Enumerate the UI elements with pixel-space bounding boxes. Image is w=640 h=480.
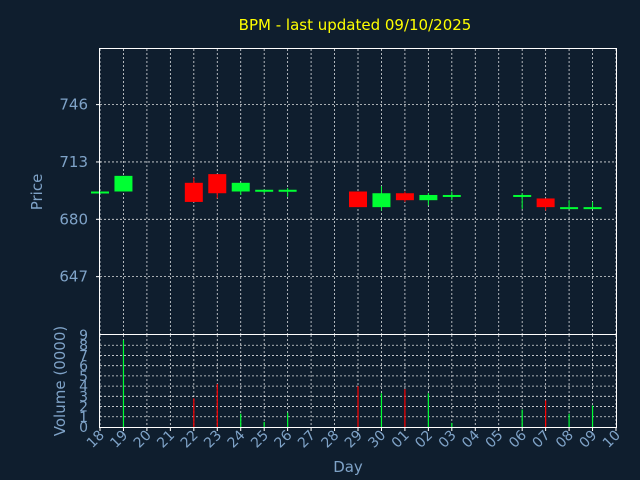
x-tick-label: 03: [436, 428, 460, 452]
x-tick-label: 01: [389, 428, 413, 452]
x-tick-label: 07: [530, 428, 554, 452]
candle-body: [419, 194, 438, 201]
price-tick-label: 746: [59, 96, 88, 114]
candle-body: [114, 175, 133, 192]
x-tick-label: 29: [342, 428, 366, 452]
volume-tick-label: 5: [79, 369, 88, 385]
candle-body: [560, 207, 579, 210]
candle-body: [372, 193, 391, 208]
price-axis-title: Price: [28, 174, 46, 211]
candle-body: [583, 207, 602, 210]
candle-body: [442, 194, 461, 197]
price-panel: 647 680 713 746 Price: [28, 48, 617, 335]
candle-body: [184, 182, 203, 202]
candle-body: [278, 189, 297, 192]
candle-body: [208, 174, 227, 194]
volume-tick-label: 9: [79, 328, 88, 344]
volume-tick-label: 6: [79, 359, 88, 375]
x-tick-label: 22: [178, 428, 202, 452]
x-tick-label: 24: [225, 427, 249, 451]
x-tick-label: 04: [459, 427, 483, 451]
volume-tick-label: 8: [79, 338, 88, 354]
x-tick-label: 02: [412, 428, 436, 452]
x-tick-label: 06: [506, 427, 530, 451]
candle-body: [231, 182, 250, 192]
chart-title: BPM - last updated 09/10/2025: [239, 16, 472, 34]
x-tick-label: 27: [295, 428, 319, 452]
candle-body: [513, 194, 532, 197]
x-tick-label: 21: [154, 428, 178, 452]
x-tick-label: 05: [483, 428, 507, 452]
volume-tick-label: 1: [79, 410, 88, 426]
volume-axis-title: Volume (0000): [51, 326, 69, 436]
price-tick-label: 680: [59, 210, 88, 228]
candle-body: [536, 198, 555, 208]
x-tick-label: 23: [201, 428, 225, 452]
volume-tick-label: 3: [79, 389, 88, 405]
candle-body: [349, 191, 367, 208]
x-tick-label: 20: [131, 428, 155, 452]
x-tick-label: 25: [248, 428, 272, 452]
x-tick-label: 19: [107, 428, 131, 452]
x-tick-label: 10: [600, 428, 624, 452]
volume-tick-label: 2: [79, 400, 88, 416]
volume-tick-label: 0: [79, 420, 88, 436]
candle-body: [395, 193, 414, 201]
x-tick-label: 28: [318, 428, 342, 452]
x-tick-label: 30: [365, 428, 389, 452]
volume-tick-label: 7: [79, 348, 88, 364]
x-tick-label: 08: [553, 428, 577, 452]
x-tick-label: 26: [272, 427, 296, 451]
price-tick-label: 713: [59, 153, 88, 171]
volume-tick-label: 4: [79, 379, 88, 395]
price-tick-label: 647: [59, 268, 88, 286]
x-axis-title: Day: [333, 458, 363, 476]
candle-body: [255, 189, 274, 192]
x-tick-label: 09: [576, 428, 600, 452]
